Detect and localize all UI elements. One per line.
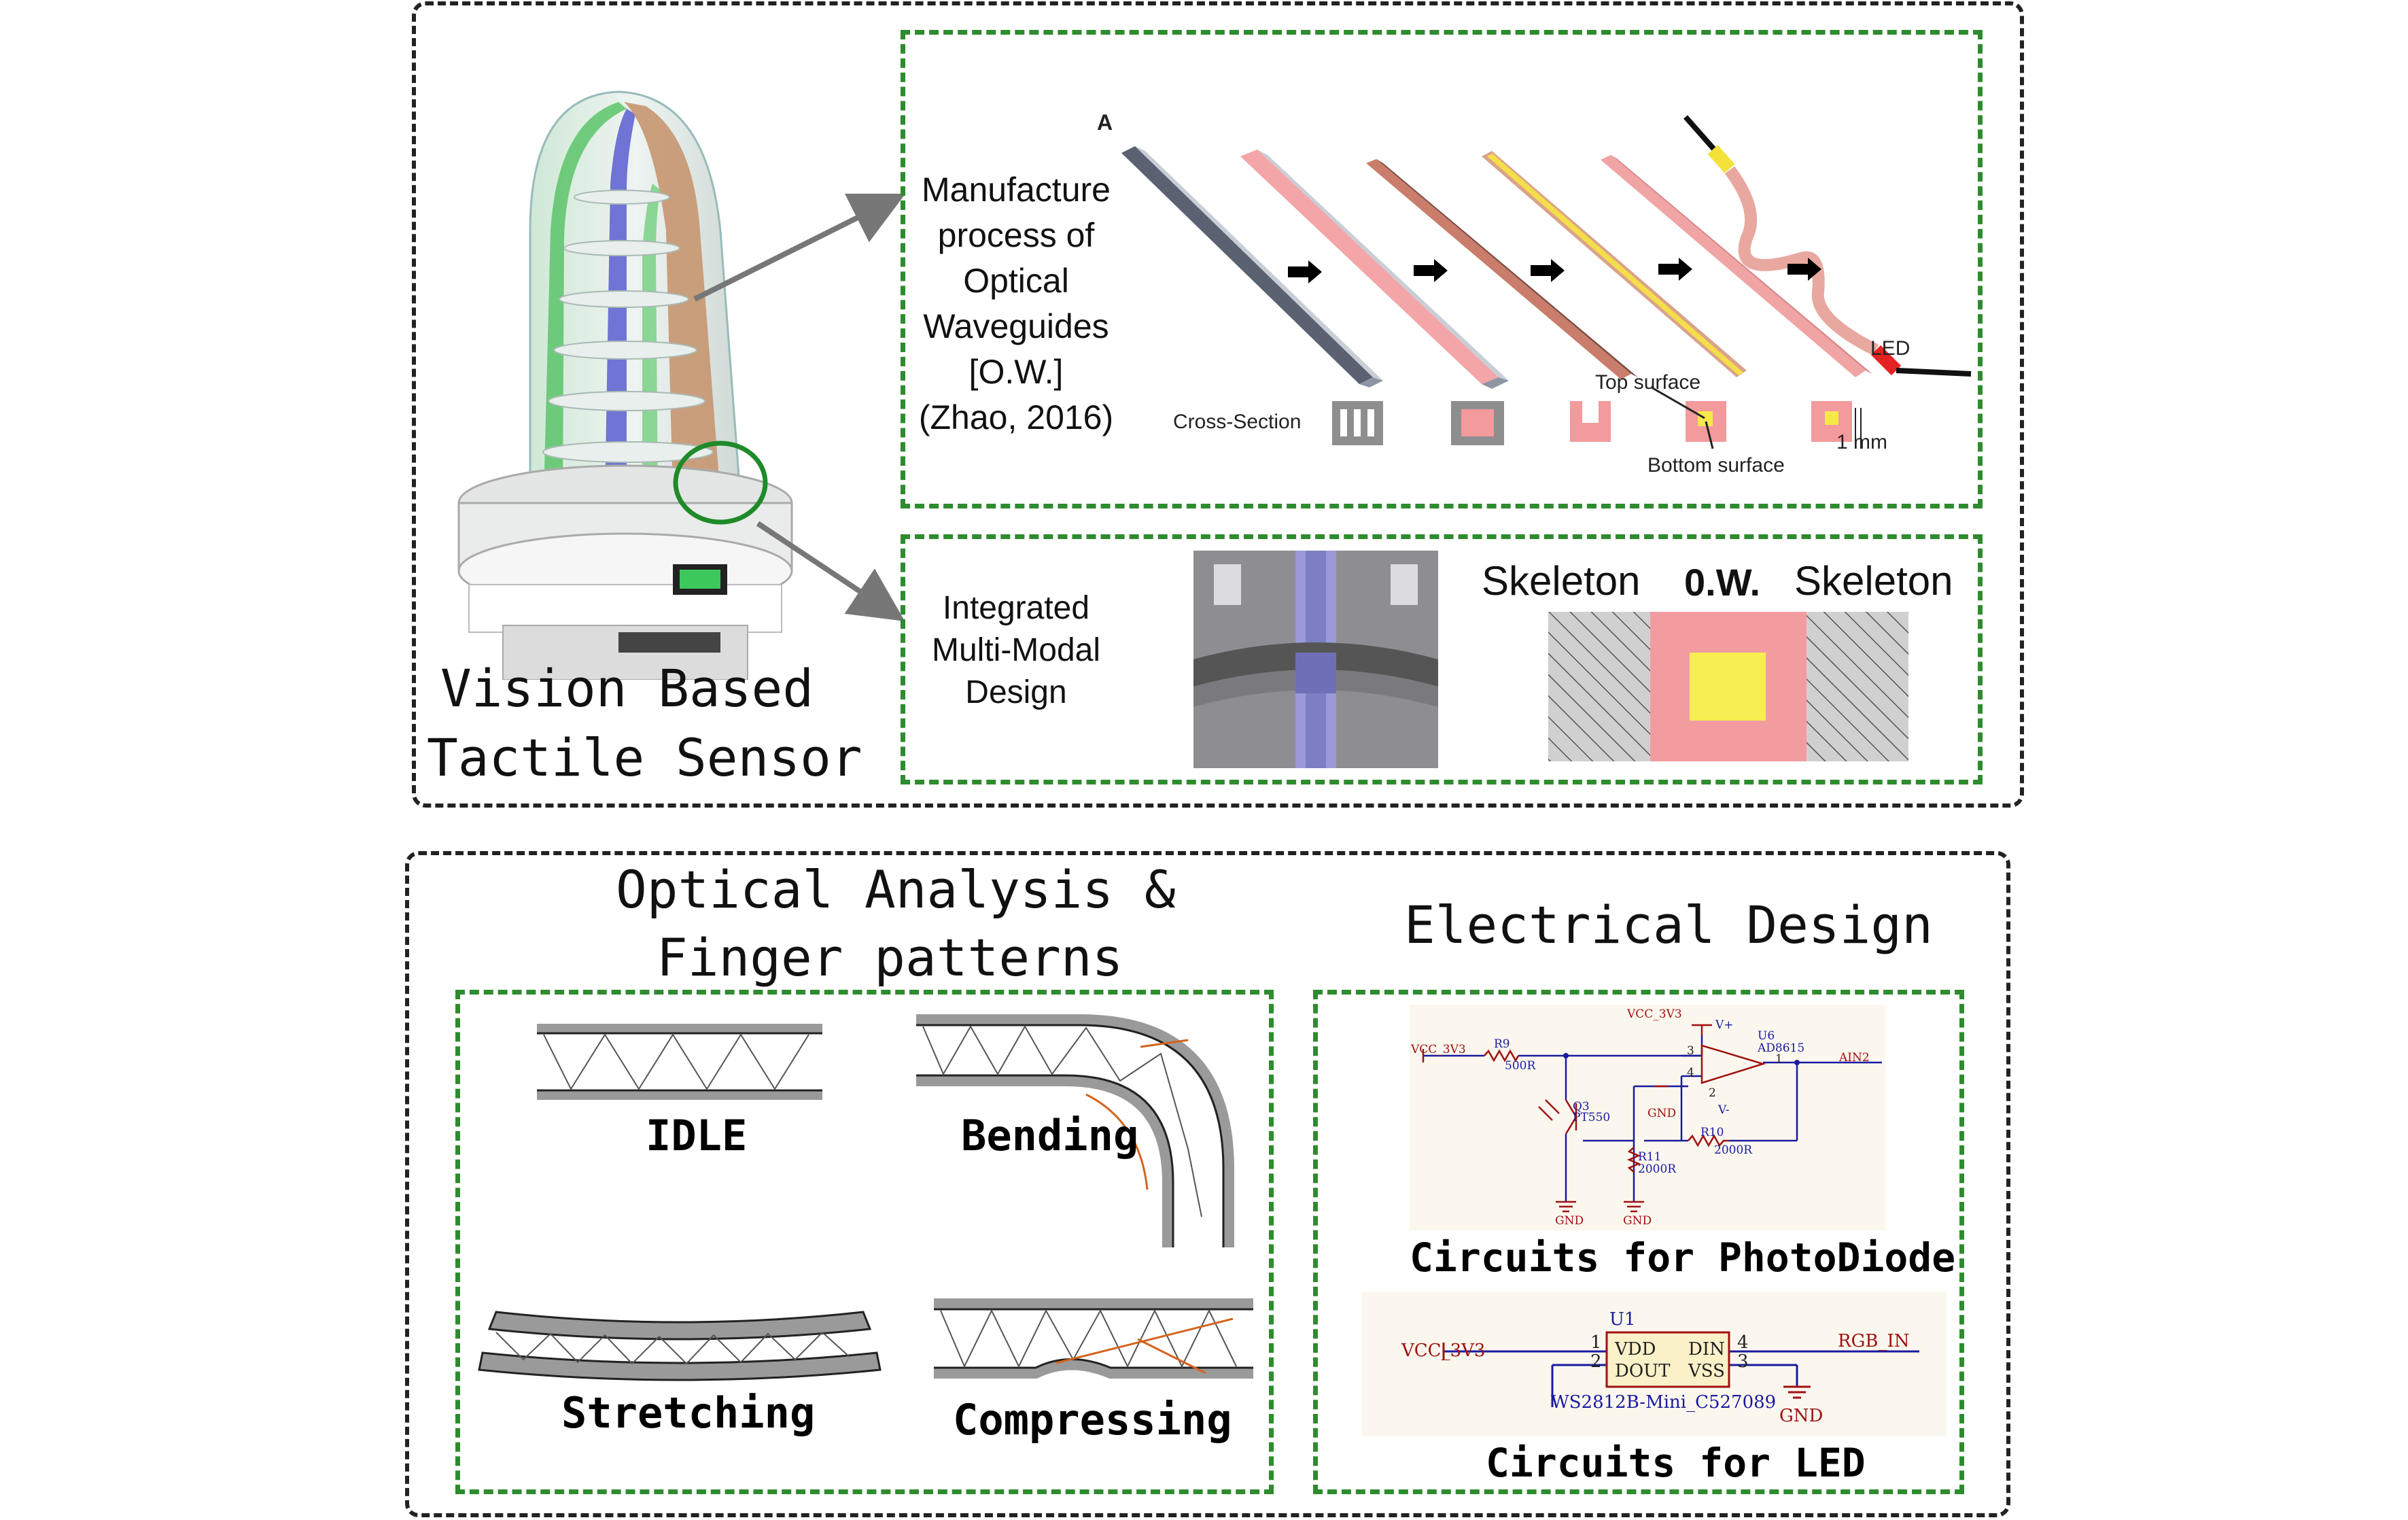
dimension-label: 1 mm <box>1836 431 1887 453</box>
bottom-surface-label: Bottom surface <box>1647 454 1785 477</box>
photodiode-caption: Circuits for PhotoDiode <box>1410 1234 1956 1281</box>
pd-vcc-top: VCC_3V3 <box>1627 1007 1682 1021</box>
strip-pink <box>1240 150 1509 389</box>
pd-vminus: V- <box>1718 1103 1730 1117</box>
led-caption: Circuits for LED <box>1486 1440 1866 1486</box>
integrated-panel <box>901 534 1983 784</box>
top-surface-label: Top surface <box>1595 371 1701 394</box>
electrical-title: Electrical Design <box>1404 895 1933 955</box>
led-rgb-in: RGB_IN <box>1838 1331 1910 1351</box>
led-vss: VSS <box>1688 1361 1725 1381</box>
led-schematic: VCC_3V3 U1 VDD DOUT DIN VSS 1 2 4 3 RGB_… <box>1362 1292 1947 1436</box>
integrated-line1: Integrated <box>942 590 1090 626</box>
electrical-panel <box>1313 990 1964 1494</box>
manufacture-line5: [O.W.] <box>969 353 1064 391</box>
optical-title-line2: Finger patterns <box>657 927 1123 988</box>
led-din: DIN <box>1688 1339 1725 1360</box>
bending-label: Bending <box>961 1111 1139 1160</box>
cross-sections <box>1332 386 1862 449</box>
pd-r10-val: 2000R <box>1714 1143 1753 1157</box>
pd-pin1: 1 <box>1775 1052 1783 1066</box>
led-pin3: 3 <box>1737 1351 1749 1372</box>
manufacture-line4: Waveguides <box>923 307 1109 345</box>
led-gnd: GND <box>1779 1406 1824 1426</box>
waveguide-cross-section <box>1548 612 1908 761</box>
led-dout: DOUT <box>1615 1361 1671 1381</box>
stretching-label: Stretching <box>561 1388 816 1438</box>
pd-u6-part: AD8615 <box>1758 1041 1805 1055</box>
led-label: LED <box>1870 337 1910 360</box>
pd-u6: U6 <box>1758 1029 1775 1043</box>
manufacture-line1: Manufacture <box>922 171 1111 209</box>
pd-ain2: AIN2 <box>1839 1051 1870 1065</box>
pd-r9: R9 <box>1494 1037 1510 1051</box>
pd-r11: R11 <box>1638 1150 1662 1164</box>
led-u1: U1 <box>1609 1309 1636 1330</box>
pd-r11-val: 2000R <box>1638 1162 1677 1176</box>
bottom-section-frame <box>405 851 2010 1517</box>
led-pin1: 1 <box>1590 1332 1602 1353</box>
connector-arrows <box>693 193 906 621</box>
integrated-line2: Multi-Modal <box>931 632 1101 668</box>
manufacture-line2: process of <box>937 216 1095 254</box>
manufacture-line3: Optical <box>963 262 1069 300</box>
strip-yellow <box>1482 151 1747 377</box>
optical-title-line1: Optical Analysis & <box>616 859 1176 920</box>
pd-vplus: V+ <box>1715 1018 1734 1032</box>
manufacture-process-drawing <box>1121 115 1972 449</box>
manufacture-line6: (Zhao, 2016) <box>918 398 1114 436</box>
pd-pin4: 4 <box>1687 1066 1694 1079</box>
optical-patterns-panel <box>455 990 1274 1494</box>
integrated-line3: Design <box>965 674 1067 710</box>
sensor-title-line2: Tactile Sensor <box>427 727 862 788</box>
integrated-caption: Integrated Multi-Modal Design <box>911 587 1121 714</box>
top-section-frame <box>412 1 2024 808</box>
stretching-waveguide <box>478 1311 882 1381</box>
pd-q3: Q3 <box>1573 1100 1590 1113</box>
led-cable <box>1683 115 1972 377</box>
sensor-title-line1: Vision Based <box>440 658 814 719</box>
pd-gnd1: GND <box>1555 1214 1584 1228</box>
pd-gnd-inline: GND <box>1647 1107 1677 1120</box>
manufacture-panel <box>901 30 1983 508</box>
strip-brown <box>1366 159 1638 379</box>
pd-pin2: 2 <box>1709 1086 1716 1100</box>
panel-letter: A <box>1097 110 1113 135</box>
skeleton-right-label: Skeleton <box>1794 558 1953 604</box>
pd-r9-val: 500R <box>1505 1059 1536 1073</box>
bending-waveguide <box>916 1014 1234 1247</box>
highlight-circle <box>673 441 768 525</box>
tactile-sensor-illustration <box>457 90 793 680</box>
pd-pin3: 3 <box>1687 1044 1694 1058</box>
compressing-label: Compressing <box>953 1395 1232 1445</box>
compressing-waveguide <box>934 1298 1253 1379</box>
pd-q3-part: PT550 <box>1573 1111 1611 1124</box>
cross-section-label: Cross-Section <box>1173 411 1302 433</box>
pd-r10: R10 <box>1700 1126 1724 1139</box>
led-vdd: VDD <box>1615 1339 1656 1360</box>
led-vcc: VCC_3V3 <box>1401 1341 1486 1361</box>
ow-label: 0.W. <box>1684 561 1761 604</box>
strip-gray <box>1121 146 1383 387</box>
pd-gnd2: GND <box>1623 1214 1652 1228</box>
strip-pink-2 <box>1601 155 1872 377</box>
led-pin2: 2 <box>1590 1351 1602 1372</box>
idle-label: IDLE <box>646 1111 748 1160</box>
skeleton-left-label: Skeleton <box>1482 558 1641 604</box>
photodiode-schematic: VCC_3V3 VCC_3V3 R9 500R U6 AD8615 V+ V- … <box>1410 1005 1885 1230</box>
led-pin4: 4 <box>1737 1332 1749 1353</box>
pd-vcc-left: VCC_3V3 <box>1411 1043 1466 1056</box>
idle-waveguide <box>537 1024 822 1100</box>
skeleton-render <box>1193 551 1438 768</box>
manufacture-caption: Manufacture process of Optical Waveguide… <box>904 167 1128 441</box>
led-part: WS2812B-Mini_C527089 <box>1551 1392 1777 1413</box>
